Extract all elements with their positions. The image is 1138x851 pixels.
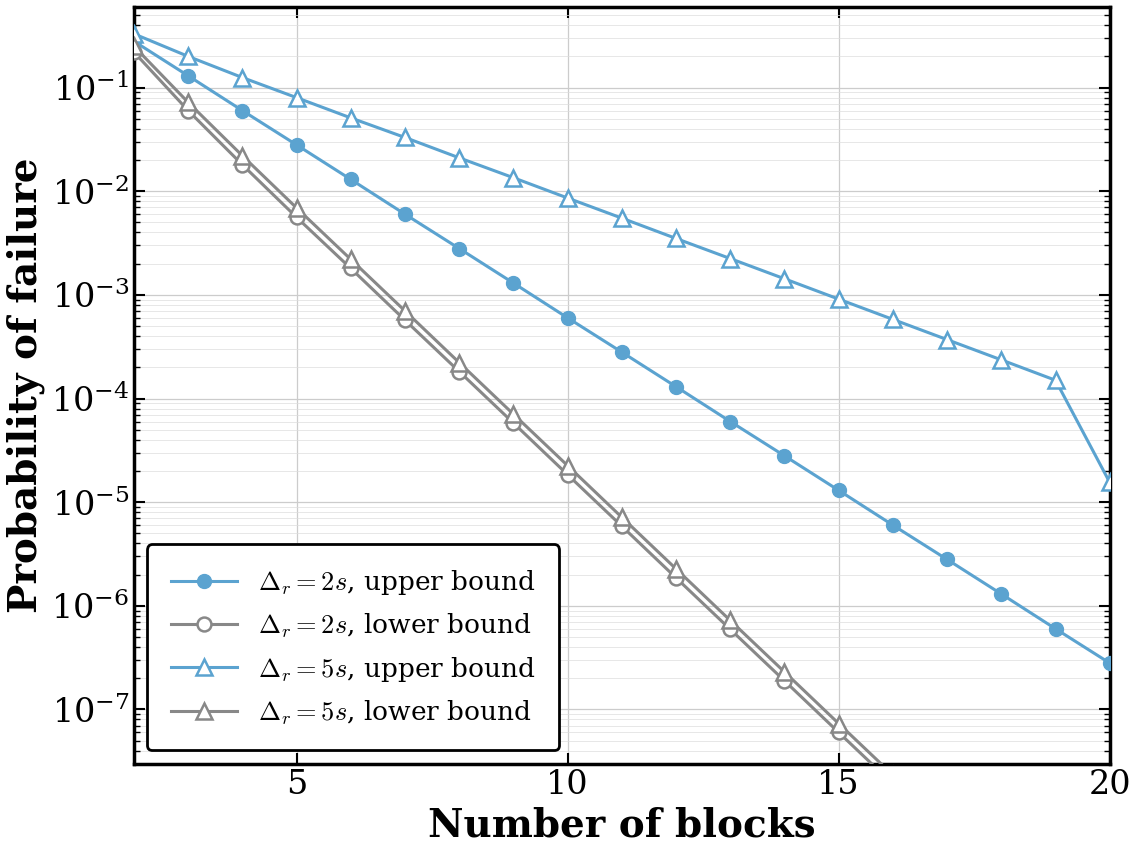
$\Delta_r = 2s$, upper bound	[506, 278, 520, 288]
$\Delta_r = 5s$, upper bound	[181, 51, 195, 61]
$\Delta_r = 2s$, upper bound	[398, 209, 412, 220]
$\Delta_r = 2s$, upper bound	[344, 174, 357, 185]
Line: $\Delta_r = 2s$, lower bound: $\Delta_r = 2s$, lower bound	[127, 45, 1116, 851]
$\Delta_r = 2s$, upper bound	[887, 520, 900, 530]
$\Delta_r = 5s$, upper bound	[344, 113, 357, 123]
Line: $\Delta_r = 2s$, upper bound: $\Delta_r = 2s$, upper bound	[127, 34, 1116, 670]
X-axis label: Number of blocks: Number of blocks	[428, 806, 816, 844]
$\Delta_r = 5s$, upper bound	[398, 133, 412, 143]
$\Delta_r = 2s$, upper bound	[561, 313, 575, 323]
$\Delta_r = 2s$, lower bound	[887, 779, 900, 789]
$\Delta_r = 5s$, upper bound	[615, 213, 628, 223]
$\Delta_r = 2s$, lower bound	[561, 470, 575, 480]
Line: $\Delta_r = 5s$, lower bound: $\Delta_r = 5s$, lower bound	[126, 38, 1118, 851]
Y-axis label: Probability of failure: Probability of failure	[7, 157, 46, 613]
$\Delta_r = 5s$, upper bound	[887, 314, 900, 324]
$\Delta_r = 2s$, upper bound	[724, 416, 737, 426]
$\Delta_r = 2s$, lower bound	[127, 47, 141, 57]
$\Delta_r = 2s$, upper bound	[181, 71, 195, 81]
Legend: $\Delta_r = 2s$, upper bound, $\Delta_r = 2s$, lower bound, $\Delta_r = 5s$, upp: $\Delta_r = 2s$, upper bound, $\Delta_r …	[147, 545, 559, 751]
$\Delta_r = 2s$, lower bound	[453, 367, 467, 377]
$\Delta_r = 2s$, upper bound	[127, 36, 141, 46]
$\Delta_r = 2s$, lower bound	[506, 418, 520, 428]
$\Delta_r = 2s$, lower bound	[832, 728, 846, 738]
$\Delta_r = 2s$, upper bound	[669, 381, 683, 391]
$\Delta_r = 5s$, upper bound	[236, 72, 249, 83]
$\Delta_r = 2s$, upper bound	[940, 554, 954, 564]
Line: $\Delta_r = 5s$, upper bound: $\Delta_r = 5s$, upper bound	[126, 26, 1118, 490]
$\Delta_r = 5s$, lower bound	[724, 615, 737, 625]
$\Delta_r = 5s$, lower bound	[669, 564, 683, 574]
$\Delta_r = 2s$, lower bound	[344, 263, 357, 273]
$\Delta_r = 5s$, lower bound	[453, 357, 467, 368]
$\Delta_r = 2s$, lower bound	[181, 106, 195, 116]
$\Delta_r = 2s$, upper bound	[1103, 658, 1116, 668]
$\Delta_r = 5s$, lower bound	[181, 97, 195, 107]
$\Delta_r = 5s$, lower bound	[236, 151, 249, 161]
$\Delta_r = 5s$, lower bound	[290, 203, 304, 213]
$\Delta_r = 5s$, upper bound	[669, 233, 683, 243]
$\Delta_r = 5s$, upper bound	[127, 29, 141, 39]
$\Delta_r = 5s$, upper bound	[777, 274, 791, 284]
$\Delta_r = 5s$, lower bound	[398, 306, 412, 316]
$\Delta_r = 2s$, upper bound	[777, 451, 791, 461]
$\Delta_r = 2s$, lower bound	[940, 831, 954, 841]
$\Delta_r = 5s$, upper bound	[561, 193, 575, 203]
$\Delta_r = 2s$, lower bound	[236, 160, 249, 170]
$\Delta_r = 2s$, lower bound	[777, 676, 791, 686]
$\Delta_r = 5s$, lower bound	[777, 667, 791, 677]
$\Delta_r = 2s$, upper bound	[1049, 624, 1063, 634]
$\Delta_r = 2s$, upper bound	[453, 243, 467, 254]
$\Delta_r = 5s$, upper bound	[453, 152, 467, 163]
$\Delta_r = 2s$, upper bound	[615, 347, 628, 357]
$\Delta_r = 2s$, lower bound	[290, 212, 304, 222]
$\Delta_r = 5s$, lower bound	[615, 512, 628, 523]
$\Delta_r = 5s$, lower bound	[832, 718, 846, 728]
$\Delta_r = 5s$, lower bound	[506, 409, 520, 420]
$\Delta_r = 2s$, upper bound	[995, 589, 1008, 599]
$\Delta_r = 5s$, lower bound	[561, 460, 575, 471]
$\Delta_r = 5s$, upper bound	[506, 173, 520, 183]
$\Delta_r = 5s$, upper bound	[1103, 477, 1116, 488]
$\Delta_r = 5s$, upper bound	[290, 93, 304, 103]
$\Delta_r = 5s$, lower bound	[940, 821, 954, 831]
$\Delta_r = 5s$, upper bound	[724, 254, 737, 264]
$\Delta_r = 2s$, lower bound	[669, 573, 683, 583]
$\Delta_r = 5s$, lower bound	[887, 770, 900, 780]
$\Delta_r = 2s$, lower bound	[615, 521, 628, 531]
$\Delta_r = 5s$, upper bound	[1049, 375, 1063, 386]
$\Delta_r = 2s$, lower bound	[724, 625, 737, 635]
$\Delta_r = 5s$, upper bound	[832, 294, 846, 304]
$\Delta_r = 2s$, upper bound	[832, 485, 846, 495]
$\Delta_r = 5s$, upper bound	[995, 355, 1008, 365]
$\Delta_r = 2s$, upper bound	[236, 106, 249, 116]
$\Delta_r = 5s$, lower bound	[127, 41, 141, 51]
$\Delta_r = 5s$, upper bound	[940, 334, 954, 345]
$\Delta_r = 2s$, upper bound	[290, 140, 304, 150]
$\Delta_r = 2s$, lower bound	[398, 315, 412, 325]
$\Delta_r = 5s$, lower bound	[344, 254, 357, 265]
